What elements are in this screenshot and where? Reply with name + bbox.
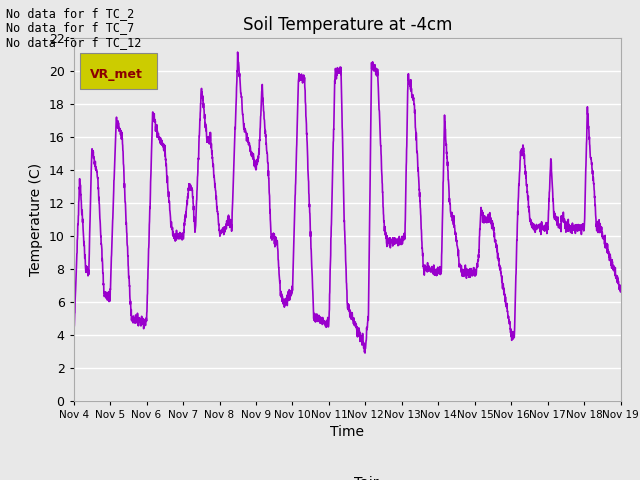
Title: Soil Temperature at -4cm: Soil Temperature at -4cm — [243, 16, 452, 34]
Text: No data for f TC_2: No data for f TC_2 — [6, 7, 134, 20]
X-axis label: Time: Time — [330, 425, 364, 439]
Legend: Tair: Tair — [310, 470, 385, 480]
Text: No data for f TC_7: No data for f TC_7 — [6, 21, 134, 34]
Text: VR_met: VR_met — [90, 68, 143, 81]
Text: No data for f TC_12: No data for f TC_12 — [6, 36, 142, 48]
Y-axis label: Temperature (C): Temperature (C) — [29, 163, 43, 276]
